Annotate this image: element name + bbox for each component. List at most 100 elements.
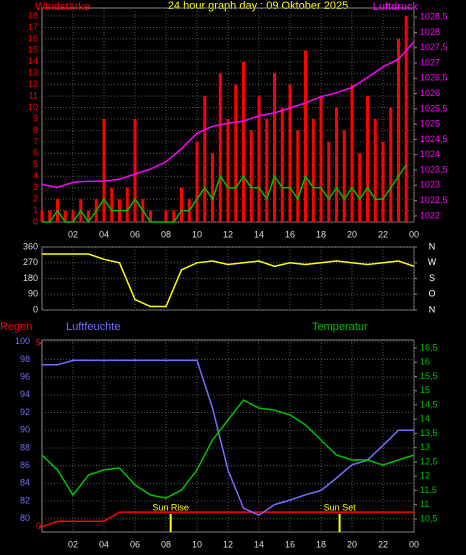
y-tick-label: 96 bbox=[20, 372, 30, 382]
y-tick-label: 90 bbox=[28, 289, 38, 299]
x-tick-label: 18 bbox=[316, 539, 326, 549]
bar bbox=[280, 107, 284, 222]
bar bbox=[296, 130, 300, 222]
x-tick-label: 02 bbox=[68, 539, 78, 549]
y-tick-label: 360 bbox=[23, 241, 38, 251]
bar bbox=[149, 210, 152, 222]
y-tick-label: 88 bbox=[20, 442, 30, 452]
y-tick-label: 12,5 bbox=[420, 456, 438, 466]
y-tick-label: 14 bbox=[28, 56, 38, 66]
bar bbox=[203, 96, 207, 222]
y-tick-label: 84 bbox=[20, 478, 30, 488]
x-tick-label: 00 bbox=[409, 539, 419, 549]
y-tick-label: 17 bbox=[28, 22, 38, 32]
series-line bbox=[41, 41, 415, 189]
bar bbox=[257, 96, 261, 222]
bar bbox=[404, 16, 408, 222]
y-tick-label: 11 bbox=[29, 90, 38, 100]
series-name: Luftfeuchte bbox=[66, 321, 120, 333]
bar bbox=[40, 210, 44, 222]
y-tick-label: 1025,5 bbox=[420, 103, 448, 113]
y-tick-label: 1022 bbox=[420, 210, 440, 220]
y-tick-label: 270 bbox=[23, 257, 38, 267]
y-tick-label: 94 bbox=[20, 389, 30, 399]
y-tick-label: 5 bbox=[36, 337, 41, 347]
y-tick-label: 1027,5 bbox=[420, 42, 448, 52]
series-line bbox=[41, 511, 414, 528]
chart-title: 24 hour graph day : 09 Oktober 2025 bbox=[168, 0, 348, 12]
series-line bbox=[42, 253, 415, 308]
y-tick-label: 0 bbox=[36, 521, 41, 531]
x-tick-label: 20 bbox=[347, 539, 357, 549]
bar bbox=[242, 61, 245, 222]
bar bbox=[350, 84, 354, 222]
bar bbox=[195, 141, 199, 222]
bar bbox=[180, 187, 183, 222]
x-tick-label: 20 bbox=[347, 229, 357, 239]
series-name: Luftdruck bbox=[373, 1, 419, 13]
bar bbox=[110, 187, 114, 222]
y-tick-label: 15 bbox=[420, 385, 430, 395]
bar bbox=[389, 107, 393, 222]
y-tick-label: 1026 bbox=[420, 88, 440, 98]
y-tick-label: 15,5 bbox=[420, 371, 438, 381]
x-tick-label: 16 bbox=[285, 229, 295, 239]
y-tick-label: 1025 bbox=[420, 119, 440, 129]
y-tick-label: 1022,5 bbox=[420, 195, 448, 205]
y-tick-label: 92 bbox=[20, 407, 30, 417]
y-tick-label: 12 bbox=[28, 79, 38, 89]
x-tick-label: 14 bbox=[254, 539, 264, 549]
series-line bbox=[42, 164, 407, 224]
y-tick-label: 1024 bbox=[420, 149, 440, 159]
y-tick-label: 4 bbox=[33, 171, 38, 181]
bar bbox=[164, 210, 168, 222]
y-tick-label: N bbox=[429, 304, 436, 314]
y-tick-label: 10,5 bbox=[420, 513, 438, 523]
bar bbox=[87, 210, 90, 222]
bar bbox=[133, 119, 137, 222]
bar bbox=[311, 119, 315, 222]
y-tick-label: 5 bbox=[33, 159, 38, 169]
y-tick-label: 11 bbox=[420, 499, 429, 509]
bar bbox=[381, 141, 385, 222]
bar bbox=[366, 96, 369, 222]
y-tick-label: 180 bbox=[23, 273, 38, 283]
bar bbox=[288, 84, 292, 222]
y-tick-label: 7 bbox=[33, 136, 38, 146]
x-tick-label: 04 bbox=[99, 229, 109, 239]
y-tick-label: 86 bbox=[20, 460, 30, 470]
y-tick-label: W bbox=[428, 257, 437, 267]
series-line bbox=[42, 359, 414, 517]
x-tick-label: 02 bbox=[68, 229, 78, 239]
y-tick-label: 15 bbox=[28, 45, 38, 55]
y-tick-label: 82 bbox=[20, 495, 30, 505]
y-tick-label: 13 bbox=[28, 68, 38, 78]
y-tick-label: 13 bbox=[420, 442, 430, 452]
y-tick-label: 100 bbox=[15, 336, 30, 346]
x-tick-label: 00 bbox=[409, 229, 419, 239]
y-tick-label: 11,5 bbox=[420, 485, 437, 495]
annotation: Sun Rise bbox=[152, 502, 189, 512]
bar bbox=[397, 38, 400, 223]
y-tick-label: S bbox=[429, 273, 435, 283]
bar bbox=[265, 119, 269, 222]
bar bbox=[218, 73, 222, 222]
bar bbox=[249, 130, 253, 222]
y-tick-label: 18 bbox=[28, 10, 38, 20]
y-tick-label: 90 bbox=[20, 425, 30, 435]
x-tick-label: 12 bbox=[223, 539, 233, 549]
bar bbox=[102, 119, 106, 222]
y-tick-label: 1028 bbox=[420, 27, 440, 37]
y-tick-label: 1023,5 bbox=[420, 164, 448, 174]
bar bbox=[335, 107, 338, 222]
bar bbox=[373, 119, 377, 222]
y-tick-label: 1024,5 bbox=[420, 134, 448, 144]
bar bbox=[125, 187, 129, 222]
x-tick-label: 06 bbox=[130, 539, 140, 549]
bar bbox=[342, 130, 346, 222]
annotation: Sun Set bbox=[324, 502, 357, 512]
y-tick-label: 80 bbox=[20, 513, 30, 523]
bar bbox=[48, 210, 52, 222]
